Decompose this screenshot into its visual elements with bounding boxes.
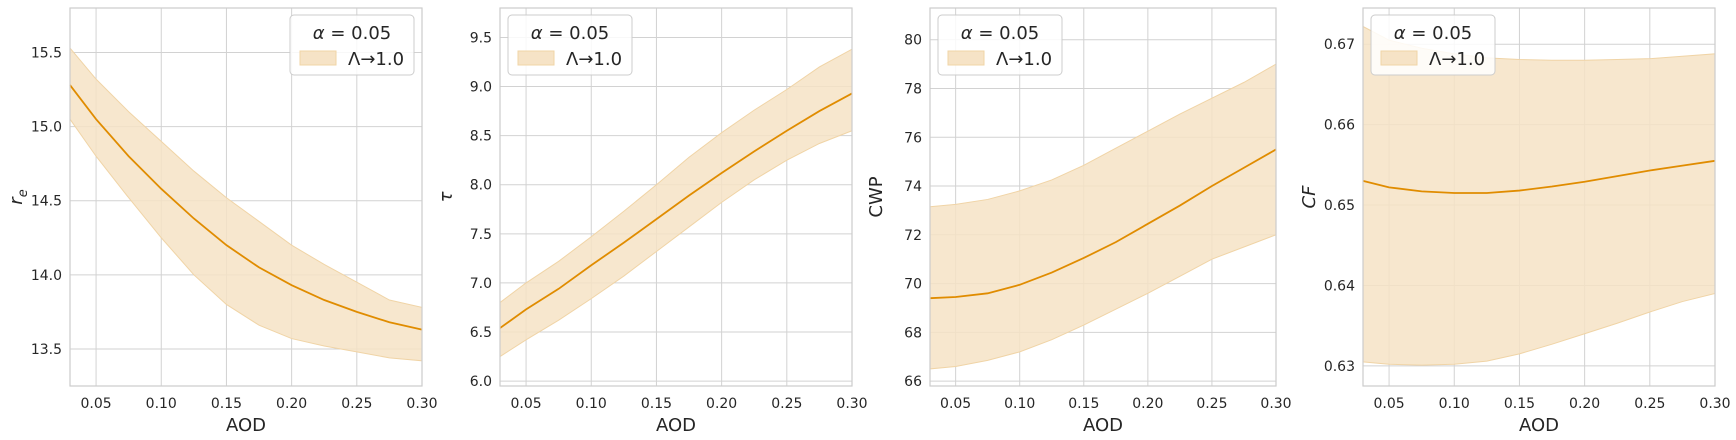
y-axis-label: CF <box>1299 185 1320 209</box>
y-tick-label: 0.65 <box>1324 198 1355 214</box>
y-tick-label: 14.0 <box>31 268 62 284</box>
x-tick-label: 0.15 <box>1068 396 1099 412</box>
x-tick-label: 0.25 <box>1634 396 1665 412</box>
x-tick-label: 0.10 <box>1004 396 1035 412</box>
x-tick-label: 0.05 <box>1373 396 1404 412</box>
y-tick-label: 6.0 <box>470 374 492 390</box>
legend-title: α = 0.05 <box>961 23 1039 44</box>
x-tick-label: 0.15 <box>211 396 242 412</box>
x-tick-label: 0.30 <box>1699 396 1730 412</box>
legend-entry-label: Λ→1.0 <box>348 49 404 70</box>
y-tick-label: 7.0 <box>470 276 492 292</box>
x-tick-label: 0.30 <box>1260 396 1291 412</box>
legend: α = 0.05 Λ→1.0 <box>289 14 415 76</box>
mean-line <box>69 84 423 331</box>
plot-frame <box>1362 7 1716 387</box>
plot-frame <box>69 7 423 387</box>
legend: α = 0.05 Λ→1.0 <box>1370 14 1496 76</box>
y-tick-label: 76 <box>904 130 922 146</box>
chart-panel-4: 0.05 0.10 0.15 0.20 0.25 0.30 0.63 0.64 0.65 0.66… <box>1299 7 1731 436</box>
y-tick-label: 15.5 <box>31 45 62 61</box>
legend: α = 0.05 Λ→1.0 <box>507 14 633 76</box>
y-tick-label: 0.66 <box>1324 118 1355 134</box>
x-tick-label: 0.20 <box>1132 396 1163 412</box>
legend-entry-label: Λ→1.0 <box>1429 49 1485 70</box>
x-axis-label: AOD <box>1519 415 1559 436</box>
y-tick-label: 78 <box>904 81 922 97</box>
y-tick-label: 66 <box>904 374 922 390</box>
x-tick-label: 0.30 <box>836 396 867 412</box>
y-tick-label: 74 <box>904 179 922 195</box>
plot-frame <box>499 7 853 387</box>
chart-panel-2: 0.05 0.10 0.15 0.20 0.25 0.30 6.0 6.5 7.0 7.5 8.0 8… <box>436 7 868 436</box>
y-tick-label: 0.67 <box>1324 37 1355 53</box>
y-tick-label: 15.0 <box>31 120 62 136</box>
y-tick-label: 13.5 <box>31 342 62 358</box>
x-tick-label: 0.10 <box>146 396 177 412</box>
y-tick-label: 8.0 <box>470 178 492 194</box>
y-tick-label: 9.0 <box>470 80 492 96</box>
chart-panel-3: 0.05 0.10 0.15 0.20 0.25 0.30 66 68 70 72 74 76 78 80… <box>866 7 1292 436</box>
plot-frame <box>929 7 1277 387</box>
x-tick-label: 0.20 <box>706 396 737 412</box>
y-tick-label: 14.5 <box>31 194 62 210</box>
legend-entry-label: Λ→1.0 <box>566 49 622 70</box>
legend-entry-label: Λ→1.0 <box>996 49 1052 70</box>
legend: α = 0.05 Λ→1.0 <box>937 14 1063 76</box>
y-tick-label: 0.64 <box>1324 278 1355 294</box>
mean-line <box>929 148 1277 300</box>
x-tick-label: 0.25 <box>341 396 372 412</box>
x-axis-label: AOD <box>1083 415 1123 436</box>
y-axis-label: CWP <box>866 176 887 217</box>
mean-line <box>499 92 853 329</box>
y-axis-label: τ <box>436 191 457 202</box>
x-tick-label: 0.20 <box>276 396 307 412</box>
mean-line <box>1362 159 1716 194</box>
x-tick-label: 0.10 <box>576 396 607 412</box>
legend-title: α = 0.05 <box>313 23 391 44</box>
y-tick-label: 0.63 <box>1324 359 1355 375</box>
x-tick-label: 0.15 <box>1504 396 1535 412</box>
x-tick-label: 0.05 <box>940 396 971 412</box>
x-axis-label: AOD <box>226 415 266 436</box>
y-tick-label: 68 <box>904 325 922 341</box>
chart-panel-1: 0.05 0.10 0.15 0.20 0.25 0.30 13.5 14.0 14.5 15.0… <box>6 7 438 436</box>
y-axis-label: re <box>6 189 31 204</box>
y-tick-label: 9.5 <box>470 30 492 46</box>
x-tick-label: 0.20 <box>1569 396 1600 412</box>
y-tick-label: 7.5 <box>470 227 492 243</box>
x-tick-label: 0.30 <box>406 396 437 412</box>
x-axis-label: AOD <box>656 415 696 436</box>
y-tick-label: 6.5 <box>470 325 492 341</box>
y-tick-label: 8.5 <box>470 129 492 145</box>
x-tick-label: 0.05 <box>80 396 111 412</box>
x-tick-label: 0.05 <box>510 396 541 412</box>
legend-swatch <box>517 50 555 66</box>
y-tick-label: 70 <box>904 277 922 293</box>
legend-title: α = 0.05 <box>1394 23 1472 44</box>
y-tick-label: 80 <box>904 33 922 49</box>
x-tick-label: 0.25 <box>1196 396 1227 412</box>
x-tick-label: 0.10 <box>1439 396 1470 412</box>
x-tick-label: 0.15 <box>641 396 672 412</box>
legend-swatch <box>299 50 337 66</box>
legend-swatch <box>947 50 985 66</box>
y-tick-label: 72 <box>904 228 922 244</box>
x-tick-label: 0.25 <box>771 396 802 412</box>
legend-title: α = 0.05 <box>531 23 609 44</box>
legend-swatch <box>1380 50 1418 66</box>
